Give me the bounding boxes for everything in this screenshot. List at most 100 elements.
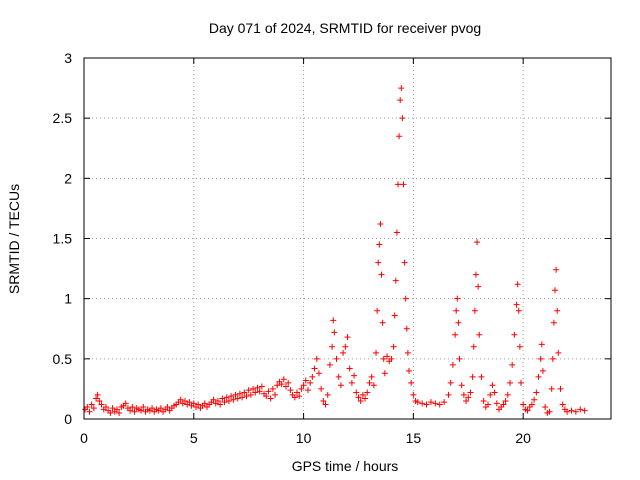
data-point (445, 391, 452, 398)
data-point (225, 397, 232, 404)
data-point (404, 349, 411, 356)
x-tick-label: 15 (406, 430, 422, 446)
data-point (458, 382, 465, 389)
data-point (504, 391, 511, 398)
y-tick-label: 3 (64, 50, 72, 66)
data-point (397, 97, 404, 104)
data-point (405, 367, 412, 374)
data-point (298, 385, 305, 392)
data-point (487, 391, 494, 398)
y-tick-label: 0 (64, 411, 72, 427)
data-point (388, 355, 395, 362)
data-point (362, 395, 369, 402)
data-point (307, 379, 314, 386)
data-point (315, 370, 322, 377)
data-point (236, 390, 243, 397)
data-point (309, 373, 316, 380)
data-point (331, 329, 338, 336)
data-point (403, 325, 410, 332)
data-point (182, 397, 189, 404)
data-point (263, 393, 270, 400)
data-point (337, 382, 344, 389)
data-point (265, 388, 272, 395)
data-point (581, 407, 588, 414)
data-point (472, 271, 479, 278)
data-point (300, 382, 307, 389)
data-point (516, 343, 523, 350)
data-point (377, 221, 384, 228)
data-point (402, 295, 409, 302)
data-point (467, 389, 474, 396)
data-point (542, 403, 549, 410)
data-point (230, 396, 237, 403)
data-point (138, 407, 145, 414)
data-point (291, 394, 298, 401)
data-point (471, 307, 478, 314)
data-point (353, 389, 360, 396)
data-point (564, 408, 571, 415)
data-point (517, 379, 524, 386)
data-point (489, 382, 496, 389)
data-point (252, 389, 259, 396)
data-point (86, 408, 93, 415)
data-point (423, 401, 430, 408)
data-point (274, 382, 281, 389)
data-point (535, 373, 542, 380)
x-tick-label: 5 (190, 430, 198, 446)
data-point (524, 407, 531, 414)
data-point (256, 388, 263, 395)
data-point (127, 407, 134, 414)
data-point (90, 405, 97, 412)
data-point (463, 397, 470, 404)
data-point (475, 283, 482, 290)
data-point (555, 349, 562, 356)
data-point (228, 393, 235, 400)
y-tick-label: 1.5 (53, 231, 73, 247)
data-point (379, 319, 386, 326)
data-point (441, 399, 448, 406)
data-point (84, 403, 91, 410)
data-point (335, 373, 342, 380)
data-point (384, 353, 391, 360)
data-point (552, 287, 559, 294)
data-point (390, 343, 397, 350)
data-point (568, 407, 575, 414)
data-point (401, 259, 408, 266)
y-tick-label: 0.5 (53, 351, 73, 367)
data-point (201, 400, 208, 407)
data-point (149, 405, 156, 412)
axis-ticks (83, 57, 611, 420)
data-marks (82, 85, 588, 416)
y-tick-label: 2.5 (53, 110, 73, 126)
data-point (548, 385, 555, 392)
data-point (285, 379, 292, 386)
data-point (538, 341, 545, 348)
data-point (370, 382, 377, 389)
data-point (378, 271, 385, 278)
data-point (254, 384, 261, 391)
grid (84, 58, 611, 419)
data-point (98, 401, 105, 408)
data-point (427, 399, 434, 406)
data-point (376, 241, 383, 248)
data-point (293, 389, 300, 396)
data-point (572, 408, 579, 415)
data-point (533, 389, 540, 396)
data-point (157, 405, 164, 412)
data-point (280, 376, 287, 383)
data-point (210, 396, 217, 403)
data-point (116, 409, 123, 416)
data-point (456, 355, 463, 362)
data-point (320, 397, 327, 404)
data-point (94, 391, 101, 398)
data-point (393, 229, 400, 236)
data-point (348, 379, 355, 386)
data-point (258, 383, 265, 390)
data-point (223, 394, 230, 401)
data-point (330, 317, 337, 324)
data-point (267, 395, 274, 402)
data-point (549, 355, 556, 362)
data-point (186, 399, 193, 406)
chart-title: Day 071 of 2024, SRMTID for receiver pvo… (209, 20, 481, 36)
